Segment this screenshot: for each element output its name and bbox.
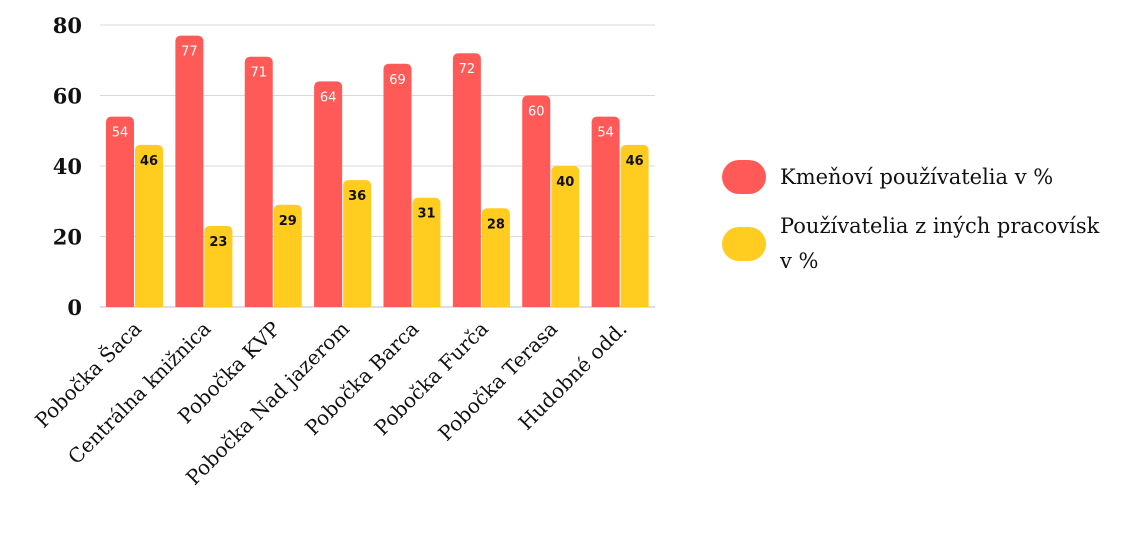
data-label: 77 [181, 45, 198, 60]
bar-kmenovi-3 [314, 81, 343, 308]
bar-kmenovi-5 [452, 53, 481, 308]
bar-ine-7 [620, 144, 649, 307]
data-label: 64 [320, 90, 337, 105]
legend-item-kmenovi: Kmeňoví používatelia v % [722, 160, 1122, 195]
bar-ine-1 [204, 225, 233, 307]
y-tick-label: 40 [53, 154, 82, 179]
bar-ine-4 [412, 197, 441, 307]
legend-label-kmenovi: Kmeňoví používatelia v % [780, 165, 1054, 189]
data-label: 71 [250, 66, 267, 81]
data-label: 60 [528, 105, 545, 120]
bar-ine-5 [481, 208, 510, 307]
bar-ine-2 [273, 204, 302, 307]
data-label: 72 [459, 62, 476, 77]
legend-label-ine-pracoviska: Používatelia z iných pracovísk v % [780, 214, 1100, 273]
data-label: 54 [112, 126, 129, 141]
legend: Kmeňoví používatelia v % Používatelia z … [722, 160, 1122, 293]
bar-ine-3 [343, 180, 372, 307]
y-tick-label: 60 [53, 84, 82, 109]
data-label: 36 [348, 189, 366, 204]
bars: 54 46 77 23 71 29 64 36 69 31 72 28 60 40 54 46 [106, 35, 649, 308]
y-tick-label: 0 [67, 295, 82, 320]
data-label: 54 [597, 126, 614, 141]
bar-kmenovi-7 [591, 116, 620, 308]
data-label: 29 [279, 214, 297, 229]
bar-ine-0 [135, 144, 163, 307]
x-tick-label: Pobočka Terasa [433, 317, 562, 446]
data-label: 23 [209, 235, 227, 250]
legend-swatch-ine-pracoviska [722, 227, 766, 261]
y-tick-label: 20 [53, 225, 82, 250]
bar-kmenovi-6 [522, 95, 551, 307]
legend-swatch-kmenovi [722, 160, 766, 194]
data-label: 46 [626, 154, 644, 169]
bar-kmenovi-1 [175, 35, 204, 307]
data-label: 40 [556, 175, 574, 190]
data-label: 69 [389, 73, 406, 88]
bar-ine-6 [551, 166, 580, 307]
bar-kmenovi-4 [383, 63, 412, 308]
data-label: 46 [140, 154, 158, 169]
bar-kmenovi-0 [106, 116, 134, 308]
data-label: 28 [487, 217, 505, 232]
bar-kmenovi-2 [244, 56, 273, 307]
y-axis: 0 20 40 60 80 [53, 13, 82, 320]
data-label: 31 [417, 207, 435, 222]
legend-item-ine-pracoviska: Používatelia z iných pracovísk v % [722, 209, 1122, 279]
y-tick-label: 80 [53, 13, 82, 38]
